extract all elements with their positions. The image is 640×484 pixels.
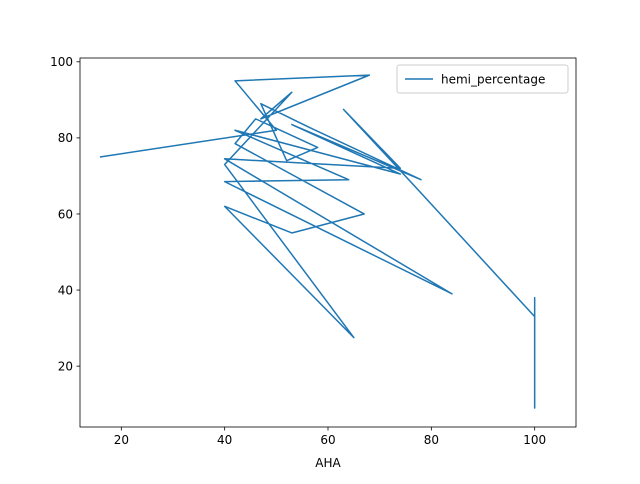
legend: hemi_percentage (396, 64, 569, 94)
x-axis-label: AHA (315, 456, 341, 470)
legend-box (396, 64, 569, 94)
legend-label: hemi_percentage (441, 72, 545, 86)
x-tick-label: 40 (217, 433, 232, 447)
y-tick-label: 60 (58, 207, 73, 221)
y-tick-label: 40 (58, 283, 73, 297)
axes-layer: 20 40 60 80 100 20 40 60 80 100 AHA (50, 55, 577, 470)
x-tick-label: 20 (114, 433, 129, 447)
x-tick-label: 80 (424, 433, 439, 447)
plot-layer (99, 74, 536, 409)
y-tick-label: 20 (58, 359, 73, 373)
x-tick-label: 60 (320, 433, 335, 447)
y-tick-label: 100 (50, 55, 73, 69)
series-line-0 (99, 74, 536, 409)
y-tick-label: 80 (58, 131, 73, 145)
x-tick-label: 100 (523, 433, 546, 447)
